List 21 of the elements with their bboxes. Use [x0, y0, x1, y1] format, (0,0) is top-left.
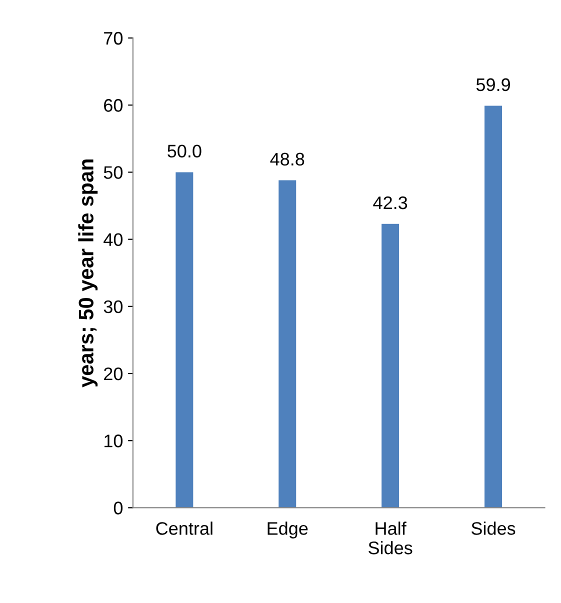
- data-label: 42.3: [373, 196, 408, 210]
- data-label: 59.9: [476, 78, 510, 92]
- y-tick-label: 20: [104, 367, 123, 380]
- x-tick-label: Edge: [268, 522, 308, 538]
- x-tick-label: Half Sides: [368, 522, 412, 554]
- y-axis-title: years; 50 year life span: [78, 159, 98, 388]
- y-tick-label: 10: [104, 434, 123, 448]
- y-tick-label: 30: [104, 300, 123, 314]
- data-label: 48.8: [270, 152, 304, 166]
- x-tick-label: Central: [156, 522, 212, 535]
- x-tick-label: Sides: [472, 522, 516, 535]
- data-label: 50.0: [168, 144, 202, 158]
- y-tick-label: 40: [104, 233, 123, 246]
- y-tick-label: 50: [104, 166, 123, 179]
- bar: [382, 224, 400, 508]
- bar: [176, 172, 194, 508]
- bar: [484, 106, 502, 508]
- y-tick-label: 0: [114, 502, 123, 514]
- bar: [278, 180, 296, 508]
- y-tick-label: 70: [104, 32, 123, 45]
- y-tick-label: 60: [104, 99, 123, 112]
